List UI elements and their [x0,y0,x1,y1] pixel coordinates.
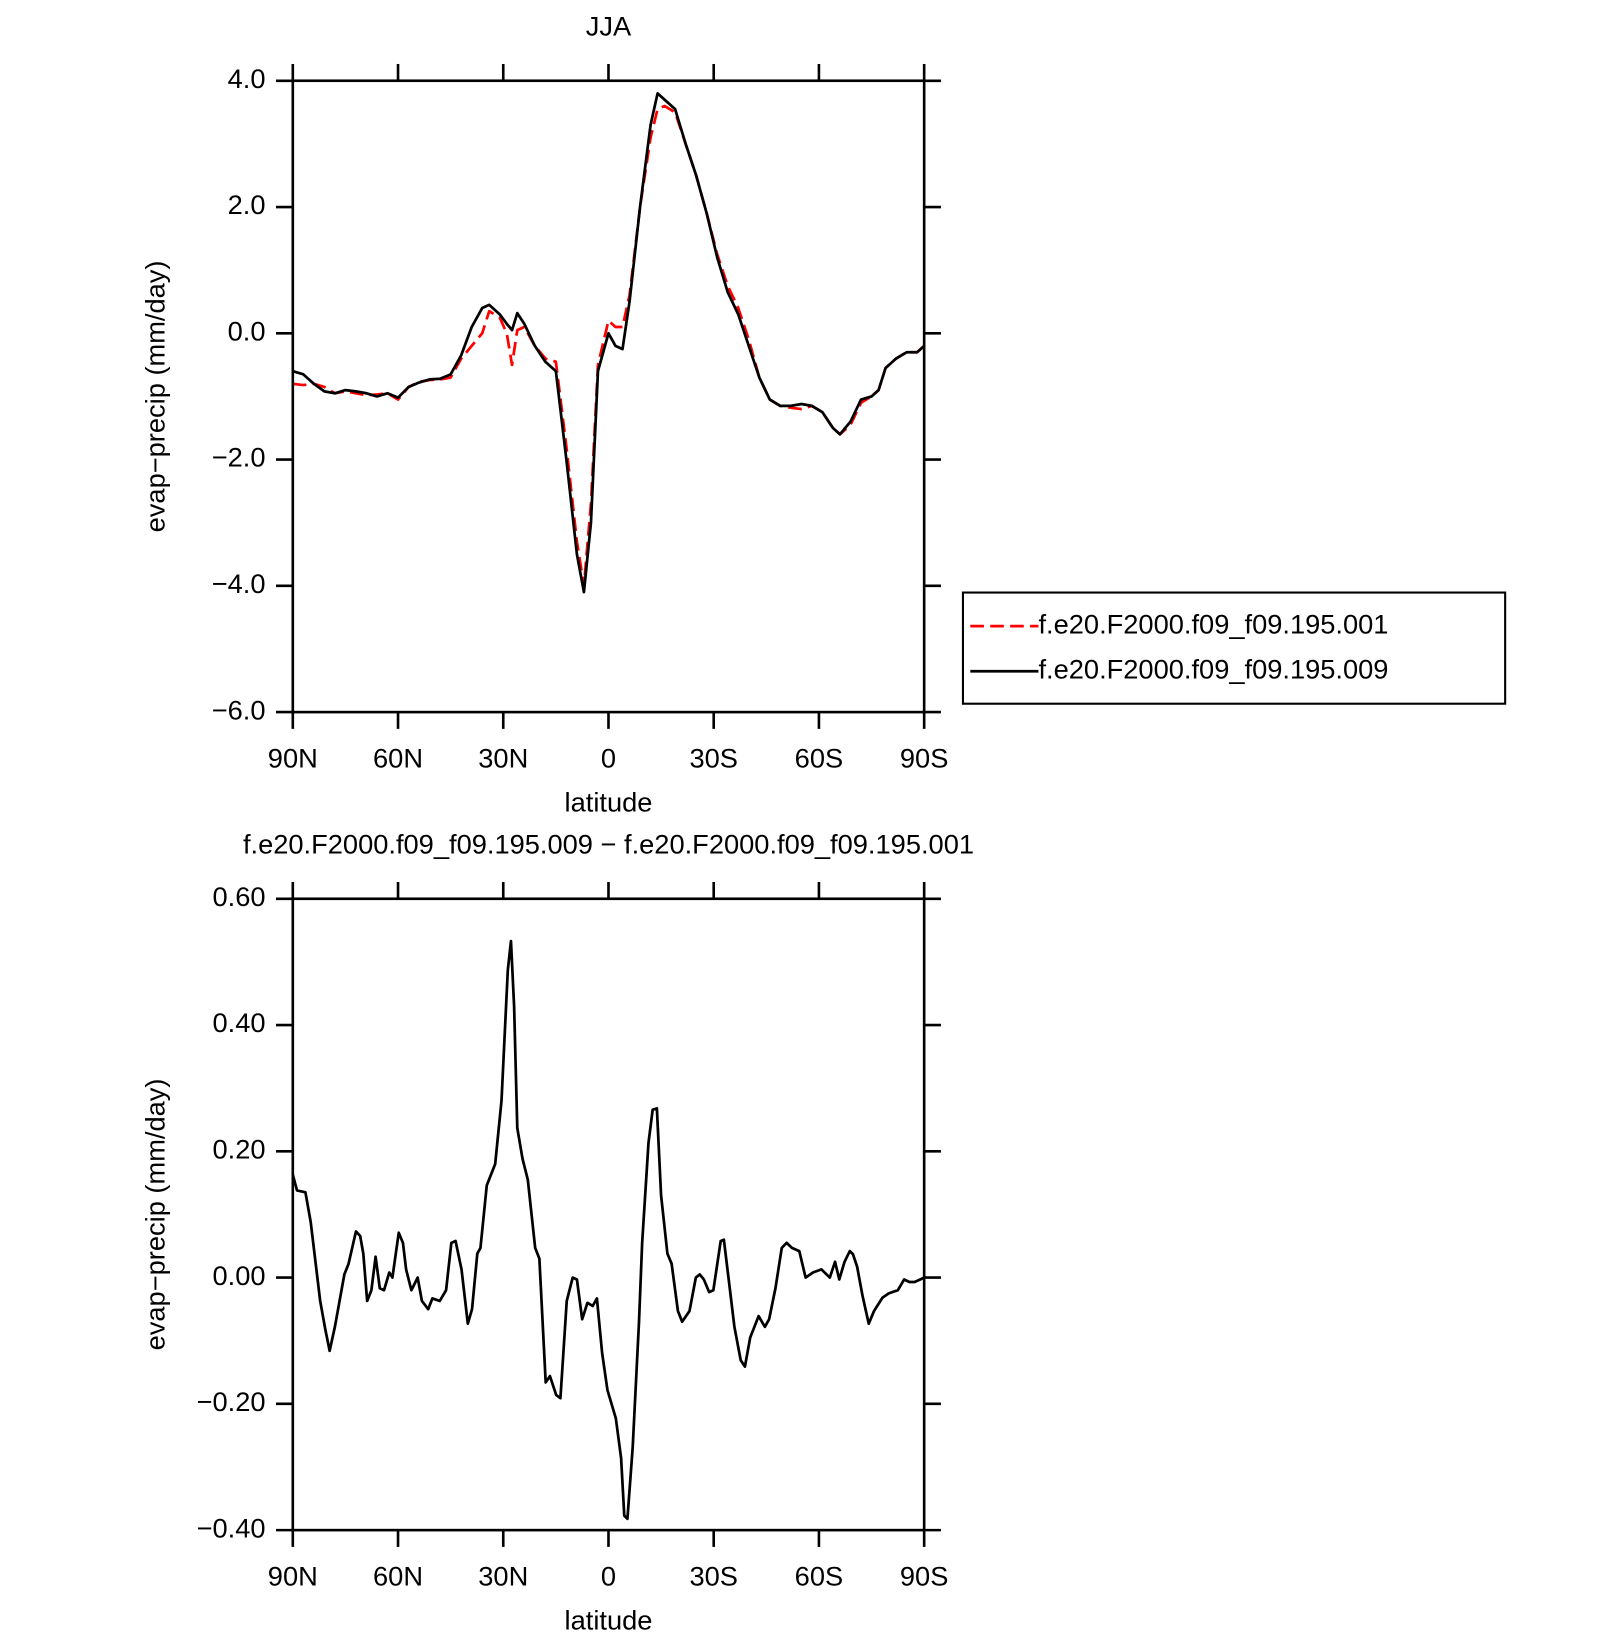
y-tick-label: −0.20 [197,1386,266,1417]
chart-title: f.e20.F2000.f09_f09.195.009 − f.e20.F200… [243,829,974,860]
legend-label: f.e20.F2000.f09_f09.195.009 [1038,653,1388,684]
y-tick-label: 0.40 [212,1007,265,1038]
x-tick-label: 90N [268,743,318,774]
y-tick-label: 4.0 [228,63,266,94]
y-axis-label: evap−precip (mm/day) [140,1079,171,1351]
y-tick-label: 0.20 [212,1134,265,1165]
plot-frame [291,79,926,714]
y-tick-label: 0.00 [212,1260,265,1291]
x-tick-label: 0 [601,743,616,774]
x-axis-label: latitude [565,787,653,818]
plot-frame [291,897,926,1532]
legend-label: f.e20.F2000.f09_f09.195.001 [1038,608,1388,639]
x-tick-label: 60N [373,743,423,774]
data-line [292,92,926,594]
x-tick-label: 30S [689,1561,737,1592]
y-tick-label: −6.0 [212,694,266,725]
chart-title: JJA [586,11,632,42]
y-tick-label: 2.0 [228,189,266,220]
legend-box [961,591,1507,705]
x-tick-label: 30S [689,743,737,774]
data-line [291,939,925,1521]
x-tick-label: 60S [795,1561,843,1592]
x-tick-label: 30N [478,1561,528,1592]
y-tick-label: 0.60 [212,881,265,912]
x-axis-label: latitude [565,1605,653,1635]
x-tick-label: 60N [373,1561,423,1592]
y-tick-label: −4.0 [212,568,266,599]
y-axis-label: evap−precip (mm/day) [140,260,171,532]
x-tick-label: 90S [900,1561,948,1592]
x-tick-label: 90N [268,1561,318,1592]
data-line [292,104,926,588]
y-tick-label: −2.0 [212,442,266,473]
y-tick-label: −0.40 [197,1512,266,1543]
x-tick-label: 30N [478,743,528,774]
x-tick-label: 60S [795,743,843,774]
y-tick-label: 0.0 [228,315,266,346]
x-tick-label: 90S [900,743,948,774]
x-tick-label: 0 [601,1561,616,1592]
